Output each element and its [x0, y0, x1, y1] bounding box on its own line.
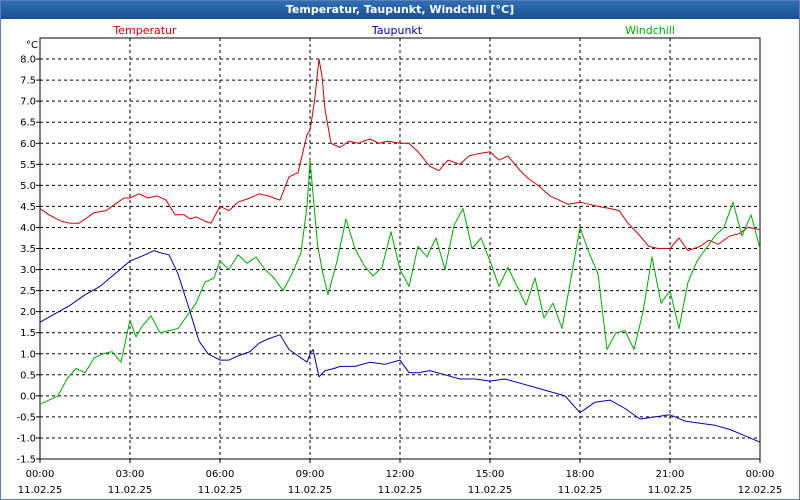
x-tick-time-2: 06:00	[206, 469, 235, 480]
y-tick-label-12: 2.0	[20, 307, 36, 318]
y-tick-label-2: 7.0	[20, 97, 36, 108]
x-tick-time-0: 00:00	[26, 469, 55, 480]
y-tick-label-4: 6.0	[20, 139, 36, 150]
y-tick-label-15: 0.5	[20, 370, 36, 381]
y-tick-label-1: 7.5	[20, 76, 36, 87]
window-title: Temperatur, Taupunkt, Windchill [°C]	[1, 1, 799, 19]
y-tick-label-6: 5.0	[20, 181, 36, 192]
x-tick-date-7: 11.02.25	[648, 485, 693, 496]
x-tick-time-1: 03:00	[116, 469, 145, 480]
x-tick-date-4: 11.02.25	[378, 485, 423, 496]
x-tick-date-8: 12.02.25	[738, 485, 783, 496]
x-tick-time-3: 09:00	[296, 469, 325, 480]
y-tick-label-8: 4.0	[20, 223, 36, 234]
y-tick-label-16: 0.0	[20, 391, 36, 402]
series-line-taupunkt	[39, 250, 761, 443]
x-tick-date-5: 11.02.25	[468, 485, 513, 496]
legend: Temperatur Taupunkt Windchill	[112, 24, 675, 37]
x-tick-time-7: 21:00	[656, 469, 685, 480]
series-line-temperatur	[39, 58, 761, 252]
x-axis-ticks: 00:00 11.02.25 03:00 11.02.25 06:00 11.02.25 0…	[18, 459, 783, 496]
y-tick-label-13: 1.5	[20, 328, 36, 339]
y-tick-label-14: 1.0	[20, 349, 36, 360]
x-tick-date-2: 11.02.25	[198, 485, 243, 496]
legend-item-temperatur: Temperatur	[112, 24, 177, 37]
y-tick-label-18: -1.0	[16, 433, 36, 444]
series-line-windchill	[39, 159, 761, 405]
legend-item-windchill: Windchill	[625, 24, 675, 37]
y-tick-label-17: -0.5	[16, 412, 36, 423]
y-tick-label-10: 3.0	[20, 265, 36, 276]
grid-lines	[40, 38, 760, 460]
x-tick-time-6: 18:00	[566, 469, 595, 480]
y-axis-ticks: 8.0 7.5 7.0 6.5 6.0 5.5 5.0 4.5 4.0 3.5 3.0 2.5 2.0 1…	[16, 55, 40, 466]
x-tick-date-1: 11.02.25	[108, 485, 153, 496]
y-tick-label-19: -1.5	[16, 455, 36, 466]
x-tick-time-5: 15:00	[476, 469, 505, 480]
y-tick-label-7: 4.5	[20, 202, 36, 213]
y-tick-label-0: 8.0	[20, 55, 36, 66]
y-tick-label-11: 2.5	[20, 286, 36, 297]
x-tick-date-3: 11.02.25	[288, 485, 333, 496]
legend-item-taupunkt: Taupunkt	[371, 24, 423, 37]
y-axis-label: °C	[26, 40, 38, 51]
x-tick-time-8: 00:00	[746, 469, 775, 480]
y-tick-label-9: 3.5	[20, 244, 36, 255]
x-tick-time-4: 12:00	[386, 469, 415, 480]
series-lines	[39, 58, 761, 443]
x-tick-date-6: 11.02.25	[558, 485, 603, 496]
y-tick-label-3: 6.5	[20, 118, 36, 129]
x-tick-date-0: 11.02.25	[18, 485, 63, 496]
y-tick-label-5: 5.5	[20, 160, 36, 171]
